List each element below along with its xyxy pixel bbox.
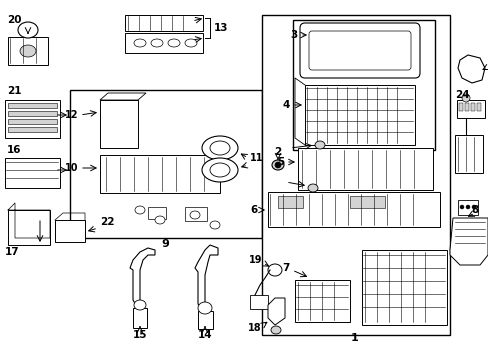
Text: 5: 5 [276, 157, 284, 167]
Text: 2: 2 [274, 147, 281, 157]
Bar [133, 308, 147, 328]
Bar [464, 103, 468, 111]
Ellipse shape [134, 39, 146, 47]
Text: 8: 8 [470, 205, 478, 215]
Bar [70, 90, 262, 238]
Text: 4: 4 [282, 100, 289, 110]
Bar [294, 280, 349, 322]
Bar [8, 111, 57, 116]
Text: 19: 19 [248, 255, 262, 265]
Bar [55, 220, 85, 242]
Ellipse shape [134, 300, 146, 310]
Bar [476, 103, 480, 111]
Ellipse shape [20, 45, 36, 57]
Ellipse shape [135, 206, 145, 214]
Ellipse shape [267, 264, 282, 276]
Bar [8, 119, 57, 124]
Text: 6: 6 [250, 205, 258, 215]
Ellipse shape [168, 39, 180, 47]
Text: 7: 7 [282, 263, 289, 273]
Bar [8, 210, 50, 245]
Bar [267, 192, 439, 227]
Text: 24: 24 [454, 90, 468, 100]
Polygon shape [195, 245, 218, 308]
Bar [470, 103, 474, 111]
Bar [249, 295, 267, 309]
Polygon shape [267, 298, 285, 325]
Ellipse shape [270, 326, 281, 334]
Ellipse shape [18, 22, 38, 38]
Bar [278, 196, 303, 208]
Polygon shape [100, 93, 146, 100]
Bar [5, 100, 60, 138]
Ellipse shape [151, 39, 163, 47]
Bar [456, 100, 484, 118]
Ellipse shape [274, 162, 281, 168]
Text: 22: 22 [100, 217, 114, 227]
Ellipse shape [198, 302, 212, 314]
Bar [125, 33, 203, 53]
Text: 10: 10 [64, 163, 78, 173]
Ellipse shape [461, 94, 469, 102]
Bar [452, 218, 487, 246]
Text: 14: 14 [197, 330, 212, 340]
Ellipse shape [209, 163, 229, 177]
Text: 23: 23 [487, 60, 488, 70]
Text: 1: 1 [350, 333, 358, 343]
Ellipse shape [307, 184, 317, 192]
Text: 20: 20 [7, 15, 21, 25]
Text: 9: 9 [161, 239, 168, 249]
Ellipse shape [184, 39, 197, 47]
Bar [349, 196, 384, 208]
Polygon shape [457, 55, 484, 83]
Bar [8, 37, 48, 65]
Text: 3: 3 [290, 30, 297, 40]
Text: 12: 12 [64, 110, 78, 120]
Bar [198, 311, 213, 329]
Text: 21: 21 [7, 86, 21, 96]
Bar [8, 127, 57, 132]
Bar [8, 103, 57, 108]
Bar [100, 100, 138, 148]
Ellipse shape [459, 205, 463, 209]
Text: 15: 15 [132, 330, 147, 340]
Text: 18: 18 [248, 323, 262, 333]
Polygon shape [449, 218, 487, 265]
Ellipse shape [314, 141, 325, 149]
Bar [458, 103, 462, 111]
FancyBboxPatch shape [299, 23, 419, 78]
Bar [148, 207, 165, 219]
Ellipse shape [209, 141, 229, 155]
Ellipse shape [155, 216, 164, 224]
Ellipse shape [471, 205, 475, 209]
Bar [454, 135, 482, 173]
Text: 13: 13 [214, 23, 228, 33]
FancyBboxPatch shape [308, 31, 410, 70]
Text: 11: 11 [249, 153, 263, 163]
Bar [262, 15, 449, 335]
Bar [292, 20, 434, 150]
Bar [125, 15, 203, 31]
Ellipse shape [465, 205, 469, 209]
Bar [305, 85, 414, 145]
Text: 16: 16 [7, 145, 21, 155]
Bar [457, 200, 477, 215]
Bar [297, 148, 432, 190]
Ellipse shape [202, 158, 238, 182]
Bar [5, 158, 60, 188]
Ellipse shape [202, 136, 238, 160]
Bar [100, 155, 220, 193]
Polygon shape [130, 248, 155, 305]
Bar [361, 250, 446, 325]
Text: 17: 17 [5, 247, 19, 257]
Ellipse shape [190, 211, 200, 219]
Ellipse shape [209, 221, 220, 229]
Ellipse shape [271, 160, 284, 170]
Bar [184, 207, 206, 221]
